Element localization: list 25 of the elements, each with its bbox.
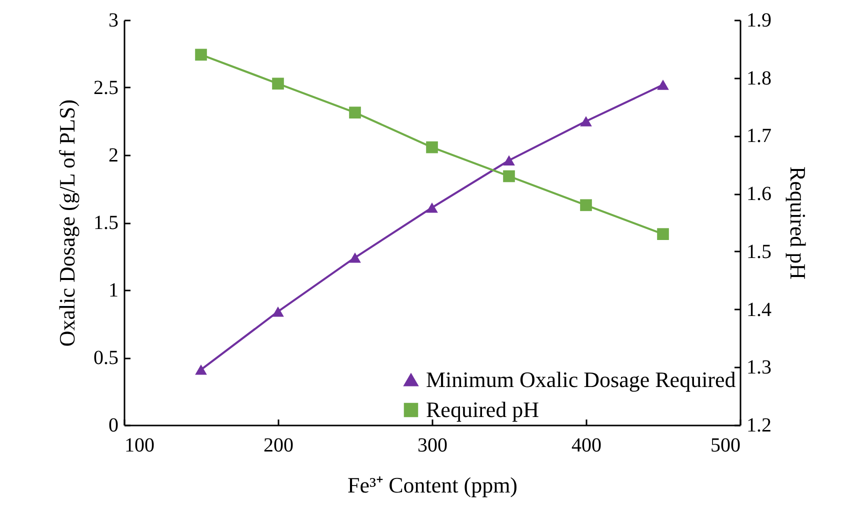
y2-tick-label: 1.5	[746, 240, 772, 263]
legend-label: Minimum Oxalic Dosage Required	[426, 367, 736, 392]
y2-tick-label: 1.8	[746, 67, 772, 90]
y2-tick-label: 1.7	[746, 125, 772, 148]
y-tick-label: 0.5	[94, 347, 118, 369]
y2-tick-label: 1.3	[746, 356, 772, 379]
y-tick-label: 1.5	[94, 212, 118, 234]
x-tick-label: 300	[418, 434, 448, 456]
y-tick-label: 2	[108, 144, 118, 166]
y2-tick-label: 1.4	[746, 298, 772, 321]
y-tick-label: 0	[108, 414, 118, 436]
x-tick-label: 100	[124, 434, 154, 456]
y-tick-label: 3	[108, 10, 118, 32]
x-axis-title: Fe³⁺ Content (ppm)	[347, 472, 518, 498]
y2-tick-label: 1.9	[746, 10, 772, 32]
x-tick-label: 200	[264, 434, 294, 456]
y2-axis-title: Required pH	[786, 166, 810, 280]
legend-label: Required pH	[426, 397, 540, 422]
x-tick-label: 500	[710, 434, 740, 456]
y2-tick-label: 1.6	[746, 183, 772, 206]
x-tick-label: 400	[572, 434, 602, 456]
y-tick-label: 2.5	[94, 77, 118, 99]
y-tick-label: 1	[108, 280, 118, 302]
y-axis-title: Oxalic Dosage (g/L of PLS)	[54, 99, 80, 347]
y2-tick-label: 1.2	[746, 414, 772, 436]
